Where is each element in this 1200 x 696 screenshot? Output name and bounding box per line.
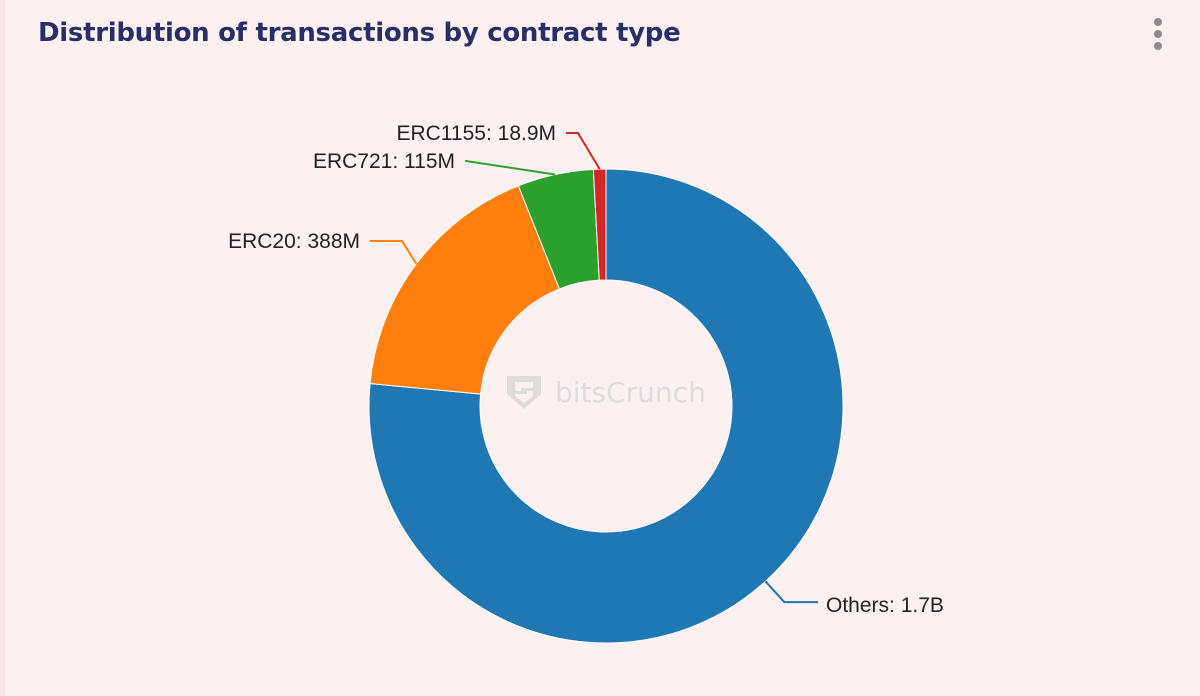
card-edge — [0, 0, 5, 696]
slice-erc1155[interactable] — [592, 168, 607, 281]
watermark: bitsCrunch — [507, 376, 706, 409]
slice-others[interactable] — [368, 168, 844, 644]
slice-erc20[interactable] — [369, 185, 561, 395]
bitscrunch-logo-icon — [507, 376, 541, 409]
data-label-others: Others: 1.7B — [826, 594, 944, 617]
watermark-text: bitsCrunch — [555, 376, 706, 409]
more-vertical-icon-dot — [1154, 30, 1162, 38]
data-label-erc721: ERC721: 115M — [313, 150, 455, 173]
data-label-erc1155: ERC1155: 18.9M — [396, 122, 556, 145]
leader-line-others — [764, 580, 818, 604]
more-vertical-icon-dot — [1154, 42, 1162, 50]
leader-line-erc1155 — [566, 132, 601, 170]
chart-title: Distribution of transactions by contract… — [38, 18, 681, 48]
leader-line-erc721 — [465, 160, 556, 176]
more-vertical-icon — [1154, 18, 1162, 26]
data-labels: Others: 1.7B ERC20: 388M ERC721: 115M ERC11… — [228, 122, 944, 617]
more-options-button[interactable] — [1140, 14, 1176, 54]
leader-line-erc20 — [370, 240, 418, 265]
donut-slices — [368, 168, 844, 644]
data-label-erc20: ERC20: 388M — [228, 230, 360, 253]
